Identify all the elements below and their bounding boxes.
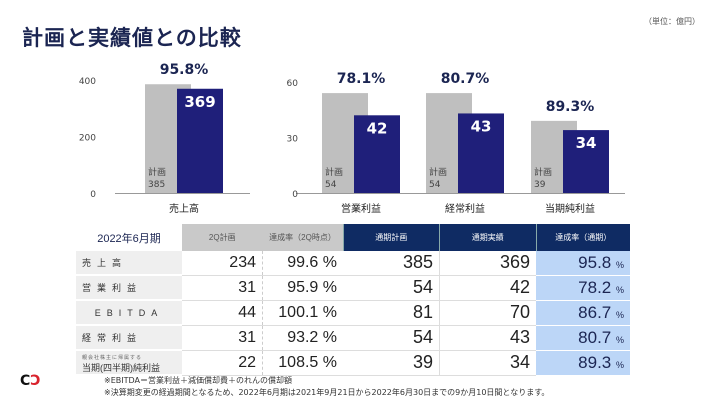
fy-rate: 86.7 % — [536, 300, 630, 326]
plan-caption: 計画 — [534, 166, 552, 178]
fy-rate: 78.2 % — [536, 275, 630, 301]
column-header: 達成率（2Q時点） — [262, 224, 343, 251]
fy-actual: 70 — [439, 300, 536, 326]
plan-caption: 計画 — [325, 166, 343, 178]
achievement-rate-label: 80.7% — [441, 71, 490, 87]
achievement-rate-label: 89.3% — [546, 99, 595, 115]
fy-actual: 369 — [439, 251, 536, 276]
y-tick-label: 400 — [79, 77, 96, 87]
table-row: EBITDA 44 100.1 % 81 70 86.7 % — [76, 300, 630, 326]
fy-plan: 39 — [343, 350, 440, 376]
comparison-table: 2022年6月期 2Q計画 達成率（2Q時点） 通期計画 通期実績 達成率（通期） 売上高… — [76, 224, 630, 376]
q2-rate: 108.5 % — [262, 350, 343, 376]
percent-sign: % — [615, 259, 624, 270]
plan-value-label: 54 — [429, 180, 441, 190]
column-header: 2Q計画 — [182, 224, 263, 251]
plan-value-label: 385 — [148, 180, 165, 190]
fy-plan: 385 — [343, 251, 440, 276]
q2-rate: 95.9 % — [262, 275, 343, 301]
fy-rate-value: 86.7 — [578, 302, 612, 322]
y-tick-label: 0 — [292, 190, 298, 200]
y-tick-label: 0 — [90, 190, 96, 200]
footnote: ※決算期変更の経過期間となるため、2022年6月期は2021年9月21日から20… — [104, 388, 550, 397]
category-label: 経常利益 — [445, 202, 485, 215]
actual-bar — [177, 88, 223, 193]
q2-plan: 44 — [182, 300, 263, 326]
fy-rate-value: 78.2 — [578, 277, 612, 297]
row-label: 営業利益 — [76, 275, 182, 301]
y-tick-label: 60 — [287, 79, 299, 89]
fy-plan: 81 — [343, 300, 440, 326]
plan-value-label: 39 — [534, 180, 546, 190]
y-tick-label: 30 — [287, 135, 299, 145]
fy-actual: 42 — [439, 275, 536, 301]
fy-plan: 54 — [343, 275, 440, 301]
fy-rate-value: 95.8 — [578, 252, 612, 272]
actual-value-label: 369 — [184, 93, 215, 111]
q2-rate: 99.6 % — [262, 251, 343, 276]
fy-rate: 89.3 % — [536, 350, 630, 376]
footnotes: ※EBITDA＝営業利益＋減価償却費＋のれんの償却額 ※決算期変更の経過期間とな… — [104, 375, 549, 399]
table-row: 親会社株主に帰属する 当期(四半期)純利益 22 108.5 % 39 34 89.3 % — [76, 350, 630, 376]
q2-plan: 31 — [182, 325, 263, 351]
percent-sign: % — [615, 309, 624, 320]
actual-bar — [458, 113, 504, 193]
q2-plan: 234 — [182, 251, 263, 276]
row-label: 経常利益 — [76, 325, 182, 351]
table-row: 経常利益 31 93.2 % 54 43 80.7 % — [76, 325, 630, 351]
q2-rate: 100.1 % — [262, 300, 343, 326]
footnote: ※EBITDA＝営業利益＋減価償却費＋のれんの償却額 — [104, 376, 292, 385]
comparison-charts: 0 200 400 369 計画 385 95.8% 売上高 0 30 60 42 計画 54 78.1% 営… — [79, 62, 625, 215]
category-label: 当期純利益 — [545, 202, 595, 215]
column-header: 通期計画 — [342, 224, 440, 251]
percent-sign: % — [615, 334, 624, 345]
actual-value-label: 42 — [367, 119, 388, 137]
fy-actual: 43 — [439, 325, 536, 351]
q2-plan: 22 — [182, 350, 263, 376]
company-logo: CↃ — [20, 373, 41, 389]
category-label: 売上高 — [169, 202, 199, 215]
plan-value-label: 54 — [325, 180, 337, 190]
row-label: EBITDA — [76, 300, 182, 326]
actual-value-label: 43 — [471, 117, 492, 135]
q2-plan: 31 — [182, 275, 263, 301]
percent-sign: % — [615, 359, 624, 370]
plan-caption: 計画 — [148, 166, 166, 178]
q2-rate: 93.2 % — [262, 325, 343, 351]
row-sublabel: 親会社株主に帰属する — [82, 354, 143, 361]
fy-actual: 34 — [439, 350, 536, 376]
category-label: 営業利益 — [341, 202, 381, 215]
fy-rate-value: 89.3 — [578, 352, 612, 372]
actual-value-label: 34 — [576, 134, 597, 152]
column-header: 2022年6月期 — [76, 224, 182, 251]
actual-bar — [563, 130, 609, 193]
table-row: 営業利益 31 95.9 % 54 42 78.2 % — [76, 275, 630, 301]
table-row: 売上高 234 99.6 % 385 369 95.8 % — [76, 251, 630, 276]
column-header: 達成率（通期） — [535, 224, 630, 251]
row-label-text: 当期(四半期)純利益 — [82, 362, 160, 373]
fy-plan: 54 — [343, 325, 440, 351]
fy-rate-value: 80.7 — [578, 327, 612, 347]
percent-sign: % — [615, 284, 624, 295]
achievement-rate-label: 78.1% — [337, 71, 386, 87]
actual-bar — [354, 115, 400, 193]
achievement-rate-label: 95.8% — [160, 62, 209, 78]
page-title: 計画と実績値との比較 — [22, 26, 242, 50]
row-label: 親会社株主に帰属する 当期(四半期)純利益 — [76, 350, 182, 376]
column-header: 通期実績 — [439, 224, 536, 251]
y-tick-label: 200 — [79, 134, 96, 144]
row-label: 売上高 — [76, 251, 182, 276]
fy-rate: 80.7 % — [536, 325, 630, 351]
unit-label: （単位：億円） — [644, 17, 700, 26]
fy-rate: 95.8 % — [536, 251, 630, 276]
plan-caption: 計画 — [429, 166, 447, 178]
